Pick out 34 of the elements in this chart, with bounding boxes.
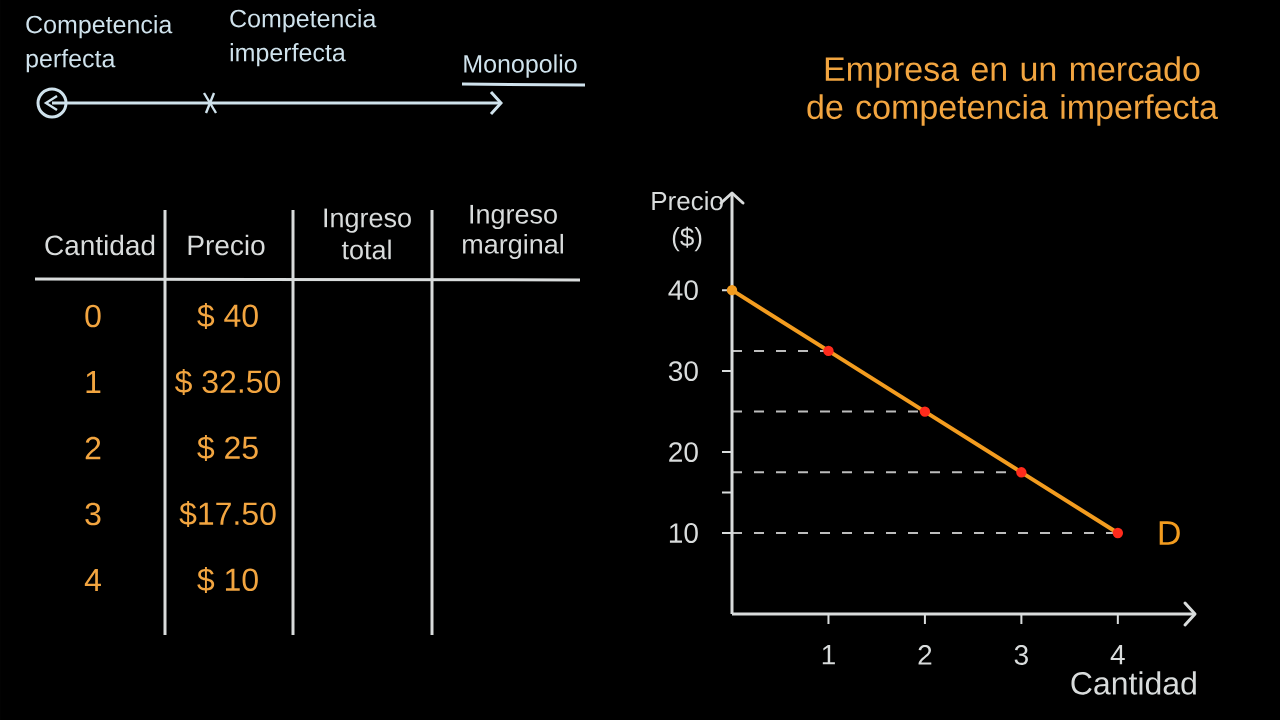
text: Precio — [188, 234, 265, 256]
point — [1016, 467, 1027, 478]
text: Monopolio — [464, 54, 577, 78]
text: $ 32.50 — [174, 369, 281, 395]
text: Competencia perfecta — [26, 15, 173, 73]
x-tick-label: 2 — [918, 645, 932, 665]
text: $ 25 — [197, 435, 258, 461]
y-tick-label: 40 — [668, 280, 698, 301]
point — [726, 284, 738, 296]
text: Ingreso marginal — [463, 204, 563, 260]
x-tick-label: 4 — [1110, 645, 1125, 665]
x-tick-label: 3 — [1014, 645, 1028, 665]
x-tick-label: 1 — [822, 645, 835, 665]
text: Cantidad — [45, 234, 155, 256]
y-axis-title: Precio ($) — [652, 191, 723, 252]
y-tick-label: 30 — [668, 361, 698, 382]
text: 0 — [85, 304, 101, 328]
text: $ 10 — [197, 567, 258, 593]
text: 4 — [84, 568, 101, 592]
point — [1112, 527, 1124, 539]
y-tick-label: 20 — [669, 442, 698, 462]
series-label: D — [1159, 521, 1180, 545]
text: 2 — [85, 436, 101, 460]
text: $17.50 — [179, 501, 276, 527]
x-axis-title: Cantidad — [1071, 671, 1196, 695]
chart-title: Empresa en un mercado de competencia imperfecta — [807, 56, 1218, 126]
y-tick-label: 10 — [669, 523, 698, 543]
text: 1 — [86, 370, 101, 394]
point — [919, 406, 931, 417]
text: $ 40 — [197, 303, 258, 329]
text: Ingreso total — [324, 208, 411, 260]
point — [823, 345, 834, 357]
text: 3 — [85, 502, 101, 526]
text: Competencia imperfecta — [230, 9, 377, 67]
